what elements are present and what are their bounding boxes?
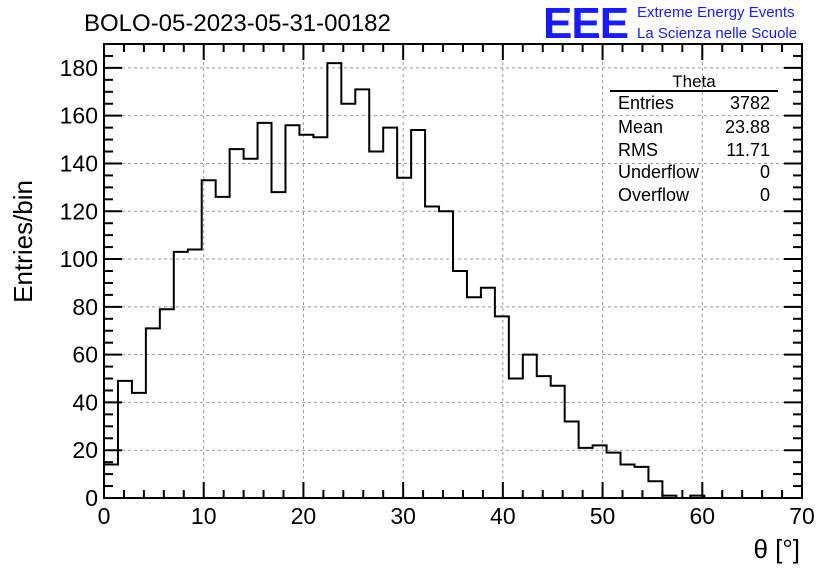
x-tick-label: 40 [490,503,516,529]
stats-label: Overflow [618,185,690,205]
y-tick-label: 160 [60,103,98,129]
y-axis-title: Entries/bin [8,180,38,303]
y-tick-labels: 0 20 40 60 80 100 120 140 160 180 [60,55,98,511]
stats-value: 23.88 [724,117,770,137]
histogram-step-line [103,62,802,499]
stats-label: Entries [618,93,675,113]
y-tick-label: 60 [72,342,98,368]
stats-title: Theta [672,72,716,91]
y-tick-label: 40 [72,389,98,415]
y-tick-label: 20 [72,437,98,463]
logo-line-2: La Scienza nelle Scuole [637,25,798,42]
x-axis-title: θ [°] [753,534,800,564]
y-tick-label: 120 [60,198,98,224]
axis-ticks [103,43,803,499]
stats-row-underflow: Underflow 0 [618,162,770,184]
y-tick-label: 80 [72,294,98,320]
x-tick-label: 20 [291,503,317,529]
logo-line-1: Extreme Energy Events [637,4,795,21]
eee-logo-mark: EEE [543,0,629,48]
stats-value: 0 [759,185,770,205]
stats-value: 0 [759,162,770,182]
stats-box: Theta Entries 3782 Mean 23.88 RMS 11.71 … [610,72,778,212]
x-tick-label: 30 [390,503,416,529]
stats-row-entries: Entries 3782 [618,93,770,115]
stats-row-overflow: Overflow 0 [618,185,770,207]
y-tick-label: 0 [85,485,98,511]
x-tick-label: 0 [98,503,111,529]
x-tick-label: 50 [590,503,616,529]
stats-value: 3782 [729,93,770,113]
stats-label: RMS [618,140,658,160]
x-tick-label: 10 [191,503,217,529]
stats-row-mean: Mean 23.88 [618,117,770,139]
chart-title: BOLO-05-2023-05-31-00182 [84,10,391,37]
y-tick-label: 100 [60,246,98,272]
x-tick-labels: 0 10 20 30 40 50 60 70 [98,503,815,529]
stats-label: Underflow [618,162,700,182]
y-tick-label: 180 [60,55,98,81]
x-tick-label: 70 [789,503,815,529]
plot-frame [103,43,803,499]
x-tick-label: 60 [689,503,715,529]
y-tick-label: 140 [60,150,98,176]
stats-value: 11.71 [726,140,770,160]
stats-label: Mean [618,117,664,137]
stats-divider [610,90,778,92]
stats-row-rms: RMS 11.71 [618,140,770,162]
